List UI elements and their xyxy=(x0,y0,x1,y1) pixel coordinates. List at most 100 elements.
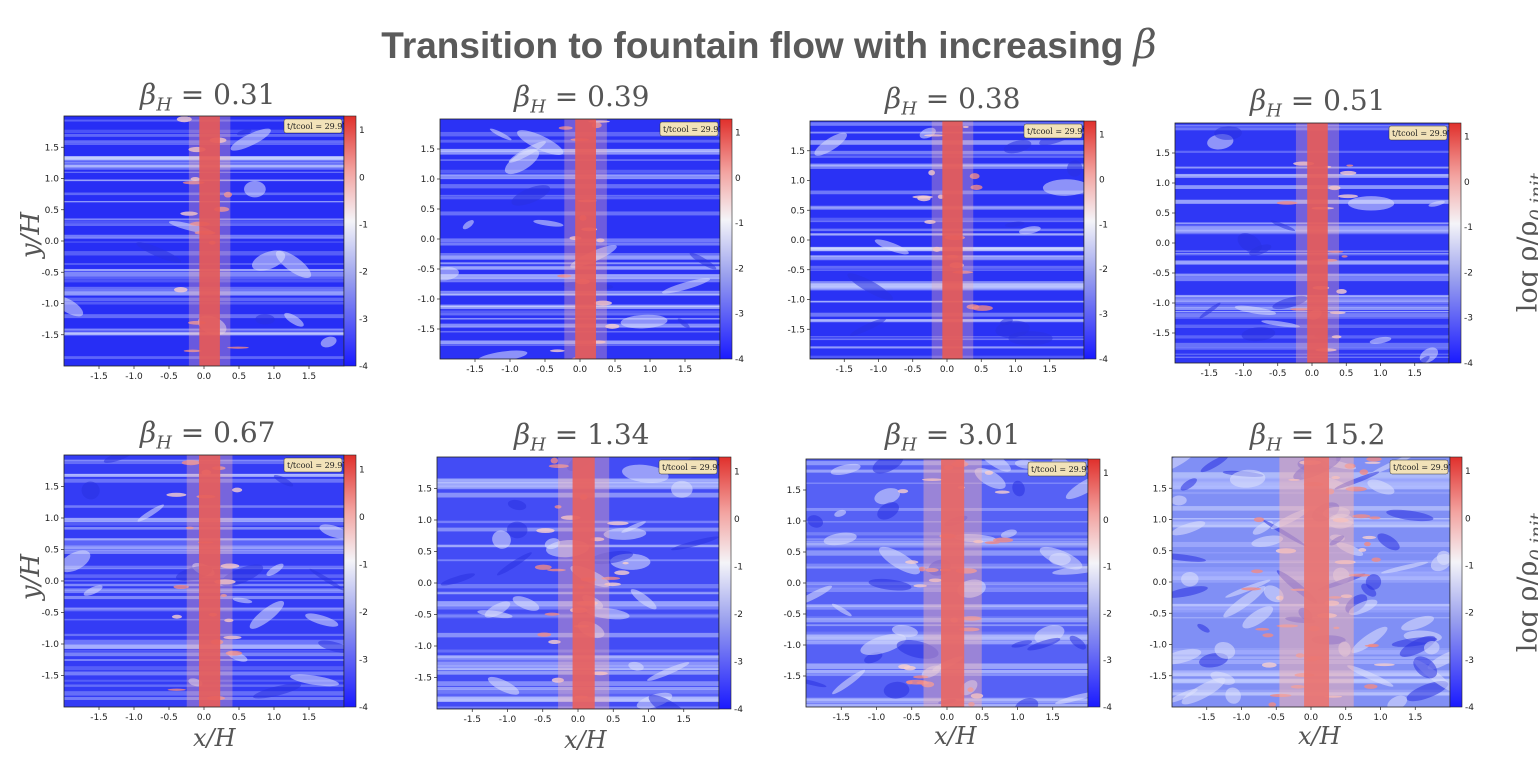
beta-symbol: β xyxy=(140,78,157,111)
turbulent-swirl xyxy=(544,538,560,550)
cold-gas-filament xyxy=(1339,170,1357,176)
cold-gas-filament xyxy=(1359,469,1369,475)
cold-gas-filament xyxy=(232,487,243,493)
turbulent-swirl xyxy=(64,550,91,573)
cold-gas-filament xyxy=(223,191,233,198)
cold-gas-filament xyxy=(601,576,621,580)
cold-gas-filament xyxy=(548,464,569,468)
turbulent-swirl xyxy=(1347,196,1395,211)
cold-gas-filament xyxy=(1276,201,1298,205)
colorbar-tick-label: -1 xyxy=(1099,220,1108,230)
turbulent-swirl xyxy=(1270,220,1296,232)
cold-gas-filament xyxy=(548,639,561,644)
y-tick-label: -0.5 xyxy=(1152,269,1170,279)
cold-gas-filament xyxy=(928,169,935,176)
cold-gas-filament xyxy=(1261,662,1277,668)
colorbar-tick-label: -2 xyxy=(359,268,368,278)
cold-gas-filament xyxy=(918,566,926,572)
cold-gas-filament xyxy=(962,125,969,129)
y-tick-label: 1.0 xyxy=(45,175,60,185)
colorbar-tick-label: -1 xyxy=(1103,563,1112,573)
y-tick-label: 1.0 xyxy=(1153,516,1168,526)
turbulent-swirl xyxy=(1181,677,1226,705)
turbulent-swirl xyxy=(662,278,711,294)
dense-midplane-band xyxy=(942,121,963,359)
turbulent-swirl xyxy=(273,474,294,487)
turbulent-swirl xyxy=(630,589,657,610)
x-tick-label: -0.5 xyxy=(904,365,922,375)
y-tick-label: 0.0 xyxy=(787,579,802,589)
panel-beta-label: βH = 0.38 xyxy=(885,82,1021,120)
heatmap-field xyxy=(810,121,1084,359)
turbulent-swirl xyxy=(1351,626,1388,654)
turbulent-swirl xyxy=(823,532,857,546)
beta-value: = 0.39 xyxy=(545,80,650,113)
turbulent-swirl xyxy=(999,318,1013,326)
heatmap-panel: t/tcool = 29.97 1.5 1.0 0.5 0.0 -0.5 -1.0 -1.5 -… xyxy=(414,456,743,725)
colorbar-tick-label: 1 xyxy=(1103,469,1109,479)
turbulent-swirl xyxy=(511,185,551,206)
turbulent-swirl xyxy=(1367,479,1395,495)
x-tick-label: 1.5 xyxy=(302,713,316,723)
turbulent-swirl xyxy=(953,534,997,543)
turbulent-swirl xyxy=(671,536,719,551)
heatmap-panel: t/tcool = 29.97 1.5 1.0 0.5 0.0 -0.5 -1.0 -1.5 -… xyxy=(787,120,1108,375)
colorbar-tick-label: -2 xyxy=(734,610,743,620)
turbulent-swirl xyxy=(620,314,668,329)
turbulent-swirl xyxy=(1413,656,1438,679)
turbulent-swirl xyxy=(586,607,630,620)
turbulent-swirl xyxy=(974,467,1006,490)
beta-symbol: β xyxy=(885,82,902,115)
x-tick-label: -1.0 xyxy=(499,715,517,725)
turbulent-swirl xyxy=(830,463,861,475)
colorbar-tick-label: -3 xyxy=(735,310,744,320)
x-tick-label: 1.5 xyxy=(1408,713,1422,723)
y-tick-label: 1.0 xyxy=(787,517,802,527)
cold-gas-filament xyxy=(1268,702,1277,707)
cold-gas-filament xyxy=(180,211,198,216)
time-badge-text: t/tcool = 29.97 xyxy=(1392,129,1453,138)
colorbar-tick-label: -4 xyxy=(734,705,743,715)
cold-gas-filament xyxy=(905,679,928,685)
cold-gas-filament xyxy=(1262,633,1274,638)
cold-gas-filament xyxy=(1367,643,1379,648)
band-halo xyxy=(1295,123,1340,363)
turbulent-swirl xyxy=(1214,641,1236,659)
cold-gas-filament xyxy=(898,664,911,670)
turbulent-swirl xyxy=(1387,695,1408,707)
turbulent-swirl xyxy=(1386,509,1434,522)
time-badge-text: t/tcool = 29.97 xyxy=(1031,465,1092,474)
cold-gas-filament xyxy=(171,614,182,619)
figure-title-text: Transition to fountain flow with increas… xyxy=(381,25,1134,66)
turbulent-swirl xyxy=(1234,305,1277,315)
x-tick-label: -1.0 xyxy=(125,372,143,382)
time-badge xyxy=(283,457,343,473)
turbulent-swirl xyxy=(834,509,847,517)
colorbar-label-main: log ρ/ρ xyxy=(1512,560,1538,653)
x-tick-label: 0.5 xyxy=(974,365,988,375)
x-tick-label: -1.0 xyxy=(868,713,886,723)
turbulent-swirl xyxy=(979,459,1011,472)
colorbar xyxy=(1083,120,1097,360)
turbulent-swirl xyxy=(1237,233,1262,253)
turbulent-swirl xyxy=(1427,649,1450,670)
time-badge xyxy=(659,121,719,137)
turbulent-swirl xyxy=(1229,469,1266,488)
y-tick-label: -1.0 xyxy=(787,296,805,306)
band-halo xyxy=(564,119,607,359)
colorbar-tick-label: -4 xyxy=(1099,355,1108,365)
x-tick-label: 1.0 xyxy=(267,713,282,723)
turbulent-swirl xyxy=(1172,586,1208,598)
turbulent-swirl xyxy=(496,552,532,576)
cold-gas-filament xyxy=(554,505,562,509)
turbulent-swirl xyxy=(319,524,344,539)
turbulent-swirl xyxy=(512,596,540,611)
x-tick-label: -0.5 xyxy=(536,365,554,375)
y-tick-label: 1.0 xyxy=(421,175,436,185)
y-tick-label: -1.5 xyxy=(41,672,59,682)
x-tick-label: -0.5 xyxy=(534,715,552,725)
x-tick-label: 1.0 xyxy=(1010,713,1025,723)
x-tick-label: 1.5 xyxy=(302,372,316,382)
x-tick-label: -1.0 xyxy=(1235,369,1253,379)
beta-value: = 0.31 xyxy=(171,78,276,111)
